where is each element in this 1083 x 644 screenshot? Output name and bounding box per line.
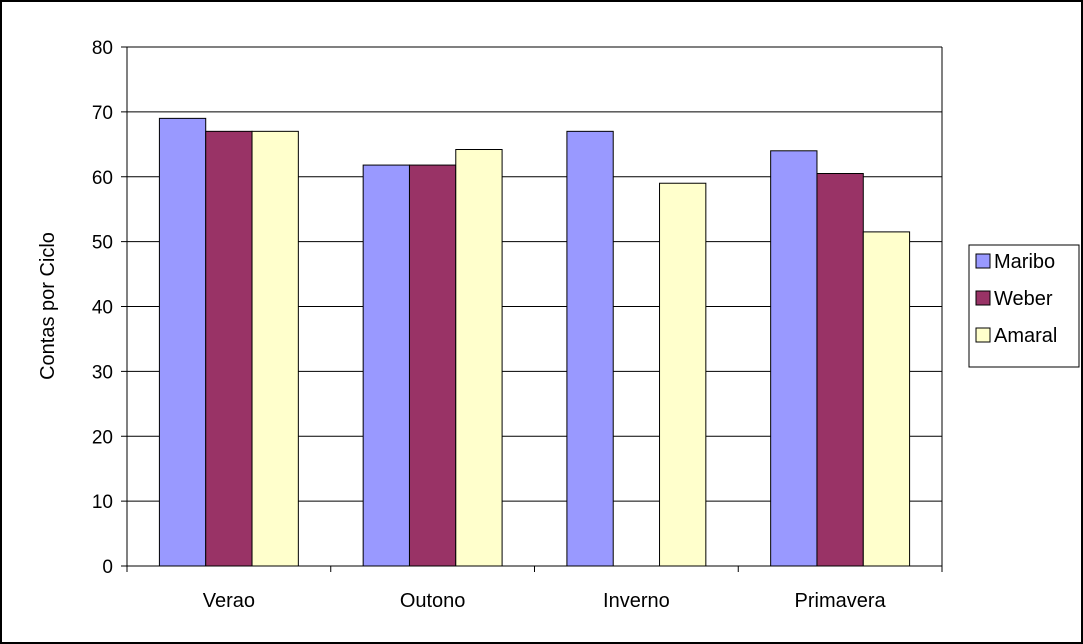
y-tick-label: 70 [92, 103, 113, 124]
legend-items: Maribo Weber Amaral [975, 251, 1057, 347]
y-axis-title: Contas por Ciclo [37, 232, 59, 380]
bar-weber-outono [408, 164, 457, 567]
bar-amaral-outono [455, 149, 503, 567]
y-tick-label: 20 [92, 427, 113, 448]
bar-maribo-inverno [566, 130, 614, 567]
y-tick-label: 50 [92, 233, 113, 254]
x-category-label: Outono [400, 590, 466, 612]
y-tick-label: 30 [92, 362, 113, 383]
y-tick-label: 10 [92, 492, 113, 513]
bar-maribo-outono [362, 164, 410, 567]
bar-amaral-primavera [862, 231, 911, 567]
legend-label-weber: Weber [994, 288, 1053, 310]
y-tick-label: 40 [92, 298, 113, 319]
y-tick-label: 0 [102, 557, 113, 578]
legend-label-maribo: Maribo [994, 251, 1055, 273]
axes [121, 46, 943, 572]
legend-swatch-maribo [975, 253, 991, 269]
legend-swatch-amaral [975, 327, 991, 343]
bar-amaral-inverno [659, 182, 707, 567]
legend: Maribo Weber Amaral [968, 244, 1080, 368]
legend-label-amaral: Amaral [994, 325, 1057, 347]
axis-labels: 0 10 20 30 40 50 60 70 80 Verao Outono Inverno Prima… [92, 38, 887, 612]
y-tick-label: 60 [92, 168, 113, 189]
x-category-label: Primavera [795, 590, 887, 612]
bar-amaral-verao [251, 130, 299, 567]
x-category-label: Inverno [603, 590, 670, 612]
x-category-label: Verao [203, 590, 255, 612]
bar-maribo-verao [158, 117, 207, 567]
y-tick-label: 80 [92, 38, 113, 59]
bar-weber-primavera [816, 173, 864, 567]
bars [158, 117, 911, 567]
legend-swatch-weber [975, 290, 991, 306]
bar-weber-verao [205, 130, 253, 567]
bar-maribo-primavera [770, 150, 818, 567]
